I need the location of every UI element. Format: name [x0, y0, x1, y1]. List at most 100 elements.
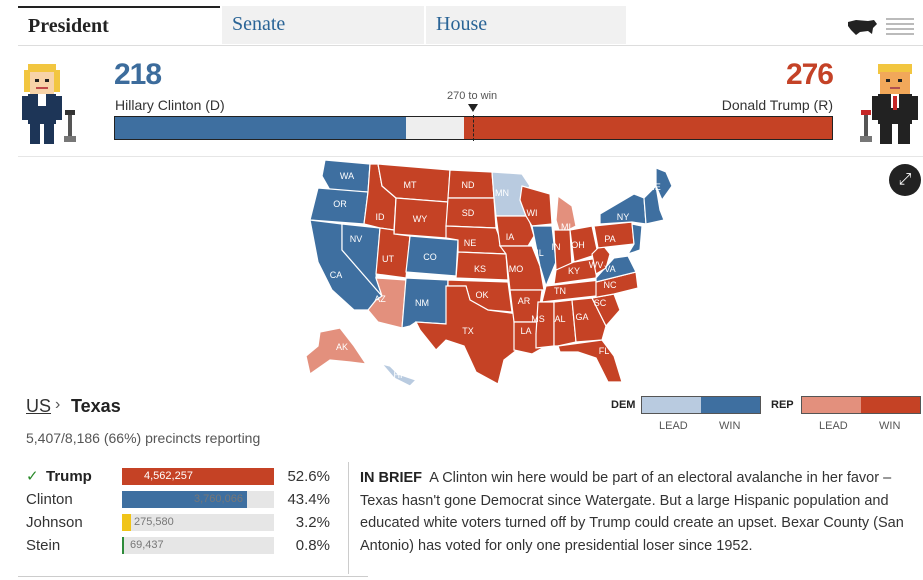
tab-president[interactable]: President: [18, 6, 220, 44]
tabs-divider: [18, 45, 923, 46]
list-icon[interactable]: [886, 18, 914, 36]
svg-text:WV: WV: [589, 260, 604, 270]
in-brief-body: A Clinton win here would be part of an e…: [360, 470, 904, 554]
state-AK: [305, 327, 368, 376]
electoral-vote-bar: [114, 115, 833, 141]
us-map-icon[interactable]: [846, 16, 878, 38]
svg-text:UT: UT: [382, 254, 394, 264]
svg-text:LA: LA: [520, 326, 531, 336]
svg-text:AL: AL: [554, 314, 565, 324]
candidate-name: Clinton: [26, 491, 73, 508]
svg-text:IA: IA: [506, 232, 515, 242]
race-tabs: President Senate House: [18, 6, 923, 46]
svg-text:MN: MN: [495, 188, 509, 198]
svg-text:TN: TN: [554, 286, 566, 296]
vote-bar: 3,760,066: [122, 491, 274, 508]
threshold-label: 270 to win: [447, 90, 498, 102]
state-FL: [557, 339, 623, 383]
svg-text:TX: TX: [462, 326, 474, 336]
state-TX: [414, 285, 523, 385]
svg-text:WI: WI: [527, 208, 538, 218]
svg-text:MT: MT: [404, 180, 417, 190]
vote-count: 69,437: [130, 539, 164, 551]
vote-percent: 3.2%: [295, 514, 330, 531]
legend-rep-win: WIN: [879, 420, 901, 432]
section-divider: [18, 156, 923, 157]
legend-rep-swatch: [801, 396, 921, 414]
legend-dem-win: WIN: [719, 420, 741, 432]
electoral-bar-dem: [115, 117, 406, 139]
precincts-reporting: 5,407/8,186 (66%) precincts reporting: [26, 430, 261, 446]
svg-text:AZ: AZ: [374, 294, 386, 304]
state-KS: [455, 251, 509, 281]
state-ME: [655, 167, 673, 202]
breadcrumb-us-link[interactable]: US: [26, 396, 52, 416]
electoral-bar-rep: [464, 117, 832, 139]
expand-icon[interactable]: ⤢: [889, 164, 921, 196]
vote-bar: 69,437: [122, 537, 274, 554]
threshold-arrow-icon: [468, 104, 478, 112]
vote-bar-fill: [122, 514, 132, 531]
legend-dem-lead: LEAD: [659, 420, 688, 432]
svg-text:NE: NE: [464, 238, 477, 248]
svg-text:KY: KY: [568, 266, 580, 276]
legend-dem-label: DEM: [611, 399, 636, 411]
trump-avatar-icon: [860, 64, 918, 144]
svg-text:OR: OR: [333, 199, 347, 209]
svg-text:MI: MI: [561, 222, 571, 232]
state-AL: [553, 299, 577, 347]
in-brief-label: IN BRIEF: [360, 470, 423, 486]
vote-bar-fill: [122, 537, 125, 554]
clinton-name: Hillary Clinton (D): [115, 97, 225, 113]
svg-text:WY: WY: [413, 214, 428, 224]
candidate-name: Johnson: [26, 514, 83, 531]
vote-bar: 4,562,257: [122, 468, 274, 485]
vote-percent: 43.4%: [287, 491, 330, 508]
svg-text:ND: ND: [462, 180, 475, 190]
in-brief-text: IN BRIEF A Clinton win here would be par…: [360, 467, 916, 557]
svg-text:CA: CA: [330, 270, 343, 280]
svg-text:MS: MS: [531, 314, 545, 324]
svg-text:GA: GA: [575, 312, 588, 322]
svg-text:NC: NC: [604, 280, 617, 290]
result-row: Clinton 3,760,066 43.4%: [26, 489, 336, 509]
svg-text:FL: FL: [599, 346, 610, 356]
result-row: Stein 69,437 0.8%: [26, 535, 336, 555]
bottom-divider: [18, 576, 368, 577]
svg-text:NV: NV: [350, 234, 363, 244]
svg-text:OK: OK: [475, 290, 488, 300]
svg-text:OH: OH: [571, 240, 585, 250]
candidate-name: Trump: [46, 468, 92, 485]
vote-bar-fill: [122, 468, 274, 485]
breadcrumb-current-state: Texas: [71, 396, 121, 416]
result-row: ✓ Trump 4,562,257 52.6%: [26, 466, 336, 486]
state-NJ-MD: [626, 223, 643, 256]
tab-house[interactable]: House: [426, 6, 626, 44]
svg-text:NY: NY: [617, 212, 630, 222]
vote-bar: 275,580: [122, 514, 274, 531]
svg-text:IL: IL: [536, 248, 544, 258]
svg-text:IN: IN: [552, 242, 561, 252]
vote-percent: 0.8%: [295, 537, 330, 554]
svg-text:SC: SC: [594, 298, 607, 308]
svg-text:WA: WA: [340, 171, 354, 181]
us-results-map[interactable]: WA OR CA NV ID MT WY UT AZ CO NM ND SD NE KS OK TX M…: [270, 150, 680, 390]
legend-dem-swatch: [641, 396, 761, 414]
state-IA: [495, 215, 535, 247]
result-row: Johnson 275,580 3.2%: [26, 512, 336, 532]
state-VA: [595, 255, 637, 283]
legend-rep-lead: LEAD: [819, 420, 848, 432]
svg-text:VA: VA: [604, 264, 615, 274]
svg-text:PA: PA: [604, 234, 615, 244]
tab-senate[interactable]: Senate: [222, 6, 424, 44]
winner-check-icon: ✓: [26, 468, 39, 485]
state-HI: [380, 362, 418, 387]
state-MO: [498, 245, 545, 291]
column-divider: [348, 462, 349, 574]
vote-count: 3,760,066: [194, 493, 243, 505]
state-MS: [535, 301, 555, 349]
trump-electoral-votes: 276: [785, 58, 834, 91]
state-NE-region: [643, 184, 665, 225]
trump-name: Donald Trump (R): [721, 97, 833, 113]
svg-text:MO: MO: [509, 264, 524, 274]
